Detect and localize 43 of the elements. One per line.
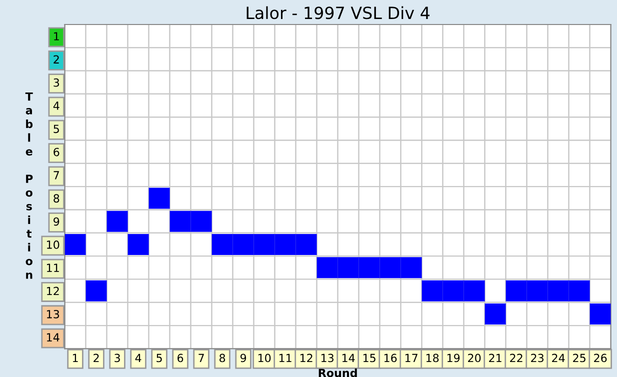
y-tick-label: 6 <box>54 148 60 156</box>
x-tick-label: 22 <box>510 354 522 362</box>
x-tick-label: 24 <box>552 354 565 362</box>
x-tick-label: 26 <box>594 354 607 362</box>
y-tick-label: 13 <box>47 310 60 318</box>
x-tick-label: 6 <box>178 354 184 362</box>
x-tick-label: 7 <box>198 354 204 362</box>
x-tick-label: 14 <box>342 354 355 362</box>
y-tick-label: 2 <box>54 55 59 64</box>
x-tick-label: 15 <box>363 354 376 362</box>
x-tick-label: 5 <box>156 354 162 362</box>
y-tick-label: 7 <box>54 171 59 180</box>
x-tick-label: 25 <box>573 354 586 362</box>
y-tick-label: 12 <box>47 286 59 296</box>
x-tick-label: 17 <box>405 354 418 362</box>
x-tick-label: 16 <box>384 354 397 362</box>
x-tick-label: 21 <box>489 354 502 362</box>
x-tick-label: 13 <box>321 354 334 362</box>
y-tick-label: 4 <box>53 102 60 110</box>
x-tick-label: 3 <box>114 354 120 362</box>
y-tick-label: 11 <box>47 264 59 272</box>
y-tick-label: 1 <box>54 32 59 40</box>
x-tick-label: 18 <box>426 354 439 362</box>
x-tick-label: 12 <box>300 354 312 362</box>
y-tick-label: 5 <box>54 124 59 134</box>
y-tick-label: 14 <box>47 333 60 342</box>
x-tick-label: 1 <box>72 354 78 362</box>
y-tick-label: 9 <box>54 217 60 226</box>
x-tick-label: 20 <box>468 354 481 362</box>
y-tick-label: 3 <box>54 78 60 87</box>
x-tick-label: 23 <box>531 354 544 362</box>
y-tick-label: 8 <box>54 194 60 203</box>
chart-title: Lalor - 1997 VSL Div 4 <box>246 6 430 20</box>
x-axis-title: Round <box>318 368 357 377</box>
x-tick-label: 8 <box>220 354 226 362</box>
x-tick-label: 11 <box>279 354 292 362</box>
x-tick-label: 19 <box>447 354 460 362</box>
x-tick-label: 4 <box>135 354 142 362</box>
y-tick-label: 10 <box>47 240 60 249</box>
text: Table Position <box>25 92 33 279</box>
x-tick-label: 10 <box>258 354 271 362</box>
x-tick-label: 2 <box>94 354 99 362</box>
x-tick-label: 9 <box>240 354 246 362</box>
